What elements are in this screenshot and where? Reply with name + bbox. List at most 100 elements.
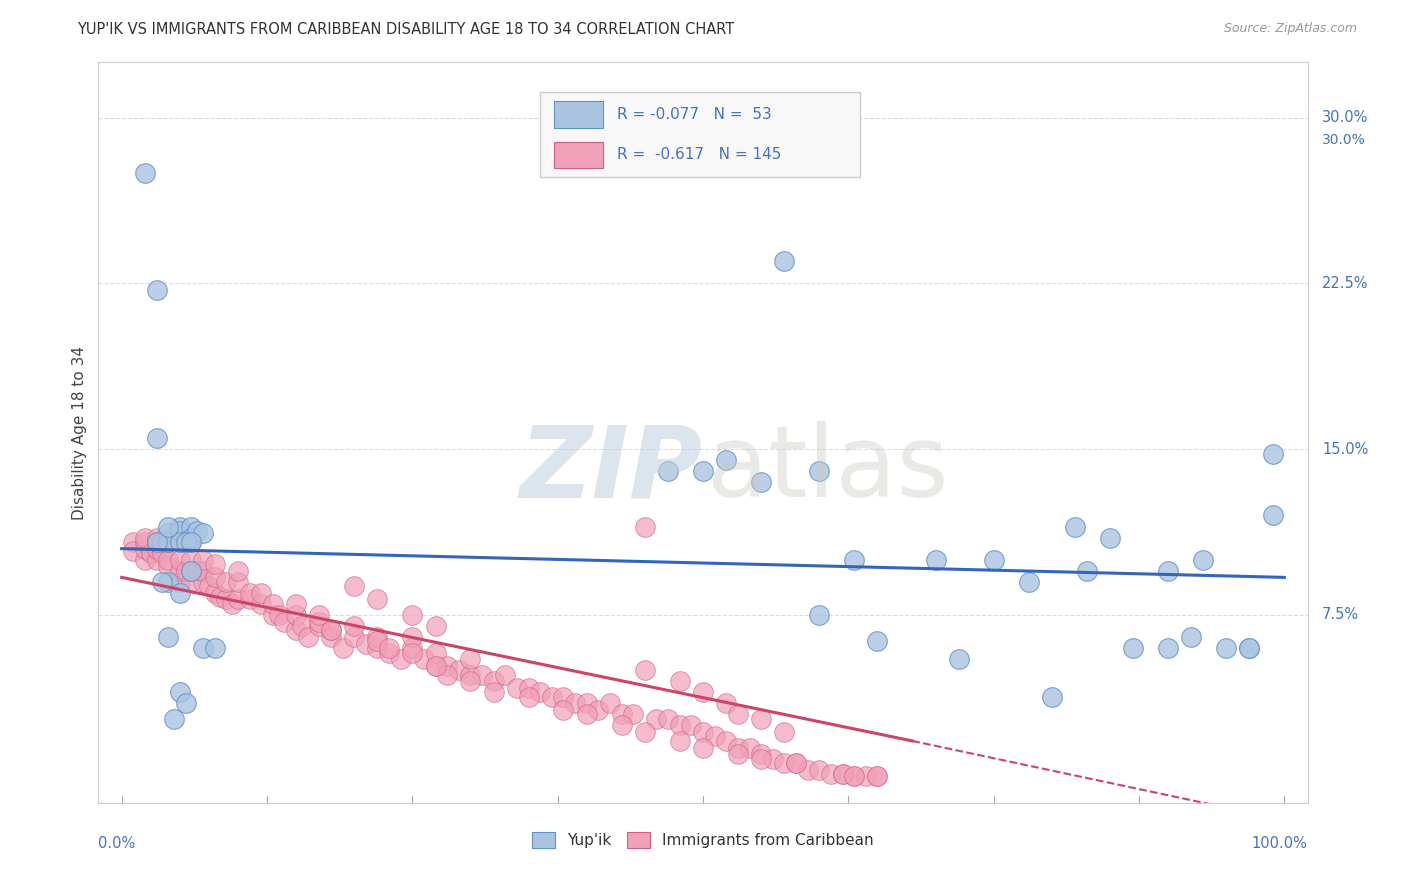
Point bbox=[820, 767, 842, 781]
Point bbox=[517, 690, 540, 704]
Point bbox=[319, 624, 342, 638]
Point bbox=[401, 607, 423, 622]
Point bbox=[716, 453, 738, 467]
Point bbox=[204, 557, 226, 571]
Point bbox=[239, 586, 262, 600]
Text: 15.0%: 15.0% bbox=[1322, 442, 1368, 457]
Point bbox=[575, 707, 598, 722]
Point bbox=[1239, 641, 1261, 656]
Point bbox=[727, 740, 749, 755]
Point bbox=[134, 531, 156, 545]
Point bbox=[401, 630, 423, 644]
Point bbox=[588, 703, 610, 717]
Point bbox=[134, 535, 156, 549]
Point bbox=[447, 663, 470, 677]
FancyBboxPatch shape bbox=[554, 101, 603, 128]
Point bbox=[529, 685, 551, 699]
Point bbox=[169, 519, 191, 533]
Point bbox=[773, 725, 796, 739]
Point bbox=[221, 597, 243, 611]
Point bbox=[191, 574, 214, 589]
Point bbox=[145, 431, 167, 445]
Point bbox=[808, 607, 831, 622]
Point bbox=[785, 756, 807, 770]
Text: 30.0%: 30.0% bbox=[1322, 111, 1368, 125]
Point bbox=[150, 574, 173, 589]
Point bbox=[174, 564, 197, 578]
Point bbox=[401, 641, 423, 656]
Point bbox=[169, 535, 191, 549]
Point bbox=[844, 552, 866, 566]
Point bbox=[204, 570, 226, 584]
Text: YUP'IK VS IMMIGRANTS FROM CARIBBEAN DISABILITY AGE 18 TO 34 CORRELATION CHART: YUP'IK VS IMMIGRANTS FROM CARIBBEAN DISA… bbox=[77, 22, 734, 37]
Point bbox=[668, 718, 690, 732]
Point bbox=[703, 730, 725, 744]
Point bbox=[517, 681, 540, 695]
Text: 100.0%: 100.0% bbox=[1251, 836, 1308, 851]
Point bbox=[169, 535, 191, 549]
Point bbox=[634, 663, 657, 677]
Point bbox=[169, 586, 191, 600]
Point bbox=[762, 751, 785, 765]
Point bbox=[471, 667, 494, 681]
Point bbox=[1040, 690, 1063, 704]
Point bbox=[226, 592, 249, 607]
Point bbox=[808, 464, 831, 478]
FancyBboxPatch shape bbox=[540, 92, 860, 178]
Point bbox=[250, 586, 273, 600]
Point bbox=[145, 531, 167, 545]
Point bbox=[150, 546, 173, 560]
Text: Source: ZipAtlas.com: Source: ZipAtlas.com bbox=[1223, 22, 1357, 36]
Point bbox=[169, 552, 191, 566]
Point bbox=[157, 574, 180, 589]
Point bbox=[157, 552, 180, 566]
Point bbox=[186, 564, 208, 578]
Point bbox=[1157, 564, 1180, 578]
Point bbox=[262, 607, 284, 622]
Text: atlas: atlas bbox=[707, 421, 948, 518]
Point bbox=[285, 607, 308, 622]
Point bbox=[1018, 574, 1040, 589]
Point bbox=[460, 652, 482, 666]
Point bbox=[599, 697, 621, 711]
Point bbox=[191, 641, 214, 656]
Point bbox=[657, 464, 679, 478]
Point bbox=[482, 685, 505, 699]
Point bbox=[1076, 564, 1098, 578]
Point bbox=[668, 674, 690, 689]
Point bbox=[180, 535, 202, 549]
Point bbox=[866, 769, 889, 783]
Point bbox=[482, 674, 505, 689]
Point bbox=[169, 574, 191, 589]
Point bbox=[634, 725, 657, 739]
Point bbox=[540, 690, 562, 704]
Point bbox=[413, 652, 436, 666]
Point bbox=[401, 646, 423, 660]
Text: 30.0%: 30.0% bbox=[1322, 133, 1365, 147]
Point bbox=[621, 707, 644, 722]
Point bbox=[692, 740, 714, 755]
Point bbox=[174, 697, 197, 711]
Point bbox=[727, 747, 749, 761]
Point bbox=[226, 564, 249, 578]
Point bbox=[553, 703, 575, 717]
Point bbox=[460, 674, 482, 689]
Point bbox=[924, 552, 946, 566]
Point bbox=[855, 769, 877, 783]
Point bbox=[157, 526, 180, 541]
Point bbox=[866, 769, 889, 783]
Point bbox=[319, 630, 342, 644]
Text: 7.5%: 7.5% bbox=[1322, 607, 1360, 623]
Point bbox=[575, 697, 598, 711]
Point bbox=[308, 607, 330, 622]
Point bbox=[180, 519, 202, 533]
Point bbox=[692, 725, 714, 739]
Point bbox=[157, 535, 180, 549]
Point bbox=[657, 712, 679, 726]
Point bbox=[122, 544, 145, 558]
Point bbox=[157, 535, 180, 549]
Point bbox=[204, 586, 226, 600]
Point bbox=[157, 519, 180, 533]
Point bbox=[749, 747, 772, 761]
Point bbox=[668, 734, 690, 748]
